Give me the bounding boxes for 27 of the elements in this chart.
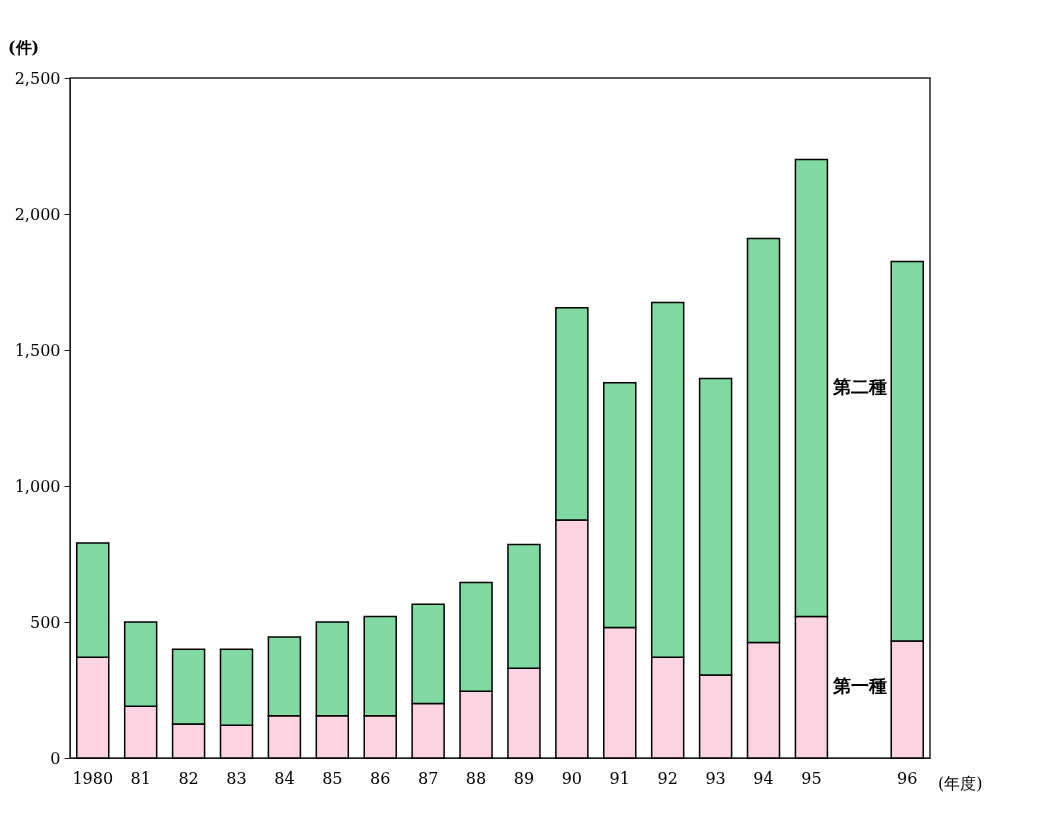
series-label: 第二種: [832, 376, 888, 398]
x-tick-label: 88: [465, 768, 487, 788]
x-tick-label: 94: [753, 768, 774, 788]
x-tick-label: 89: [513, 768, 535, 788]
x-tick-label: 87: [417, 768, 439, 788]
x-tick-label: 92: [657, 768, 678, 788]
x-tick-label: 90: [561, 768, 583, 788]
y-tick-label: 0: [50, 748, 61, 768]
x-tick-label: 95: [801, 768, 822, 788]
x-tick-label: 85: [322, 768, 343, 788]
y-tick-label: 1,500: [14, 340, 61, 360]
x-axis-title: (年度): [938, 774, 983, 793]
y-tick-label: 500: [29, 612, 61, 632]
x-tick-label: 82: [178, 768, 199, 788]
y-tick-label: 2,000: [14, 204, 61, 224]
y-axis-title: (件): [8, 38, 40, 57]
x-tick-label: 83: [226, 768, 247, 788]
x-tick-label: 1980: [72, 768, 114, 788]
x-tick-label: 91: [609, 768, 630, 788]
x-tick-label: 96: [897, 768, 918, 788]
x-tick-label: 93: [705, 768, 726, 788]
series-label: 第一種: [832, 675, 888, 697]
x-tick-label: 81: [130, 768, 151, 788]
x-tick-label: 84: [274, 768, 295, 788]
x-tick-label: 86: [370, 768, 391, 788]
y-tick-label: 2,500: [14, 68, 61, 88]
y-tick-label: 1,000: [14, 476, 61, 496]
